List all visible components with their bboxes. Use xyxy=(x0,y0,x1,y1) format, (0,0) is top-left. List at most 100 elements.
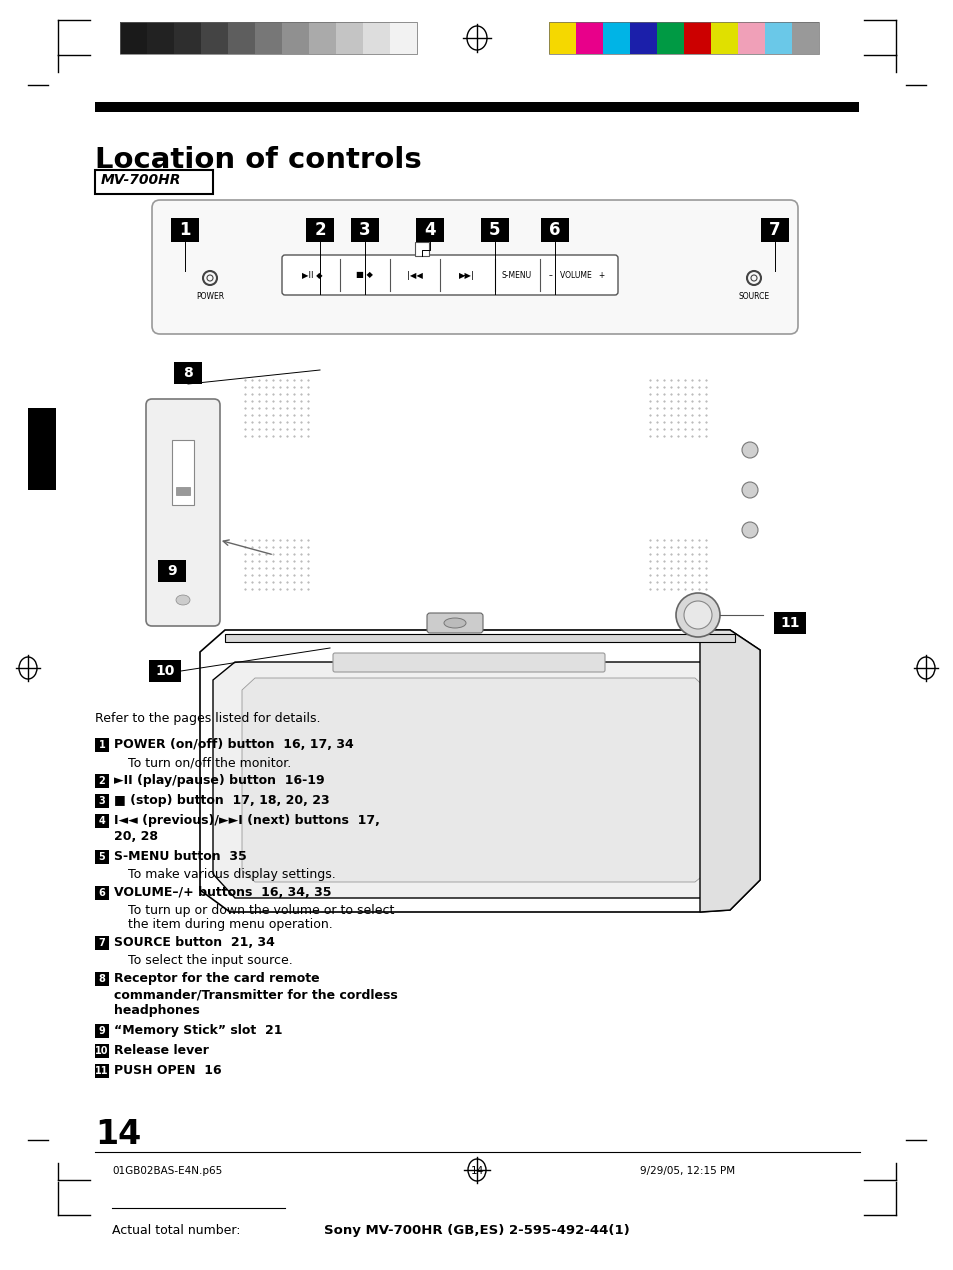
Polygon shape xyxy=(700,630,760,912)
Text: 14: 14 xyxy=(470,1166,483,1176)
Bar xyxy=(95,773,109,787)
Text: ▶II ◆: ▶II ◆ xyxy=(301,271,322,279)
Text: 11: 11 xyxy=(95,1066,109,1076)
FancyBboxPatch shape xyxy=(152,199,797,334)
Polygon shape xyxy=(242,678,709,881)
Bar xyxy=(95,850,109,864)
Text: I◄◄ (previous)/►►I (next) buttons  17,: I◄◄ (previous)/►►I (next) buttons 17, xyxy=(113,814,379,827)
Bar xyxy=(548,22,818,55)
Bar xyxy=(548,22,576,55)
Bar xyxy=(415,243,429,257)
Bar xyxy=(335,22,363,55)
Text: 9: 9 xyxy=(98,1026,105,1036)
Text: PUSH OPEN  16: PUSH OPEN 16 xyxy=(113,1064,221,1077)
Text: VOLUME–/+ buttons  16, 34, 35: VOLUME–/+ buttons 16, 34, 35 xyxy=(113,886,331,899)
Bar xyxy=(95,1024,109,1038)
FancyBboxPatch shape xyxy=(333,653,604,672)
Bar xyxy=(576,22,602,55)
Bar xyxy=(171,218,199,243)
Bar xyxy=(173,362,202,384)
Bar xyxy=(95,972,109,986)
Text: Location of controls: Location of controls xyxy=(95,146,421,174)
Text: ■ (stop) button  17, 18, 20, 23: ■ (stop) button 17, 18, 20, 23 xyxy=(113,794,330,806)
Text: Sony MV-700HR (GB,ES) 2-595-492-44(1): Sony MV-700HR (GB,ES) 2-595-492-44(1) xyxy=(324,1224,629,1237)
Text: 1: 1 xyxy=(179,221,191,239)
Bar xyxy=(390,22,416,55)
Bar xyxy=(149,660,181,682)
Bar xyxy=(683,22,710,55)
Text: To make various display settings.: To make various display settings. xyxy=(128,867,335,881)
Text: Receptor for the card remote: Receptor for the card remote xyxy=(113,972,319,986)
Bar xyxy=(95,102,858,112)
Text: SOURCE button  21, 34: SOURCE button 21, 34 xyxy=(113,936,274,949)
Text: Refer to the pages listed for details.: Refer to the pages listed for details. xyxy=(95,712,320,725)
Text: 20, 28: 20, 28 xyxy=(113,831,158,843)
Bar xyxy=(773,612,805,634)
FancyBboxPatch shape xyxy=(146,399,220,626)
Text: 11: 11 xyxy=(780,616,799,630)
Text: 7: 7 xyxy=(768,221,780,239)
Bar xyxy=(363,22,390,55)
Bar xyxy=(339,654,598,660)
Bar xyxy=(228,22,254,55)
Text: SOURCE: SOURCE xyxy=(738,292,769,301)
Text: commander/Transmitter for the cordless: commander/Transmitter for the cordless xyxy=(113,988,397,1001)
Text: 3: 3 xyxy=(98,796,105,806)
Text: ■ ◆: ■ ◆ xyxy=(356,271,374,279)
Text: 8: 8 xyxy=(183,366,193,380)
Bar xyxy=(175,486,190,495)
Bar xyxy=(158,560,186,582)
Text: POWER (on/off) button  16, 17, 34: POWER (on/off) button 16, 17, 34 xyxy=(113,738,354,751)
Polygon shape xyxy=(213,662,724,898)
Bar xyxy=(760,218,788,243)
Circle shape xyxy=(741,522,758,538)
Text: 10: 10 xyxy=(95,1046,109,1055)
Bar xyxy=(764,22,791,55)
Bar xyxy=(95,814,109,828)
Bar xyxy=(710,22,738,55)
Text: 01GB02BAS-E4N.p65: 01GB02BAS-E4N.p65 xyxy=(112,1166,222,1176)
Text: POWER: POWER xyxy=(195,292,224,301)
Ellipse shape xyxy=(175,596,190,605)
Text: 9: 9 xyxy=(167,564,176,578)
Text: Release lever: Release lever xyxy=(113,1044,209,1057)
Polygon shape xyxy=(200,630,760,912)
Text: headphones: headphones xyxy=(113,1005,199,1017)
Text: MV-700HR: MV-700HR xyxy=(101,173,181,187)
Text: To select the input source.: To select the input source. xyxy=(128,954,293,966)
Text: ▶▶|: ▶▶| xyxy=(458,271,475,279)
Bar xyxy=(416,218,443,243)
Text: 4: 4 xyxy=(424,221,436,239)
Bar xyxy=(95,886,109,900)
Text: 2: 2 xyxy=(98,776,105,786)
Text: 4: 4 xyxy=(98,817,105,826)
Bar xyxy=(309,22,335,55)
Text: To turn on/off the monitor.: To turn on/off the monitor. xyxy=(128,756,291,770)
Bar xyxy=(351,218,378,243)
Text: S-MENU: S-MENU xyxy=(501,271,532,279)
Bar xyxy=(95,1064,109,1078)
Bar xyxy=(254,22,282,55)
FancyBboxPatch shape xyxy=(282,255,618,295)
Text: 5: 5 xyxy=(98,852,105,862)
Text: 7: 7 xyxy=(98,939,105,947)
Text: 6: 6 xyxy=(549,221,560,239)
Bar xyxy=(95,738,109,752)
Text: S-MENU button  35: S-MENU button 35 xyxy=(113,850,247,864)
Text: ►II (play/pause) button  16-19: ►II (play/pause) button 16-19 xyxy=(113,773,324,787)
Bar xyxy=(120,22,147,55)
Bar xyxy=(95,794,109,808)
Bar xyxy=(95,936,109,950)
Bar xyxy=(173,22,201,55)
Text: 8: 8 xyxy=(98,974,106,984)
Text: 14: 14 xyxy=(95,1118,141,1151)
Circle shape xyxy=(683,601,711,629)
Circle shape xyxy=(741,442,758,458)
FancyBboxPatch shape xyxy=(427,613,482,632)
Bar xyxy=(629,22,657,55)
Text: 2: 2 xyxy=(314,221,326,239)
Bar xyxy=(791,22,818,55)
Bar xyxy=(738,22,764,55)
Circle shape xyxy=(676,593,720,638)
Bar xyxy=(540,218,568,243)
